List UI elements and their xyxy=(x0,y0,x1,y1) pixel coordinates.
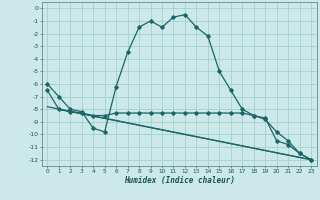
X-axis label: Humidex (Indice chaleur): Humidex (Indice chaleur) xyxy=(124,176,235,185)
